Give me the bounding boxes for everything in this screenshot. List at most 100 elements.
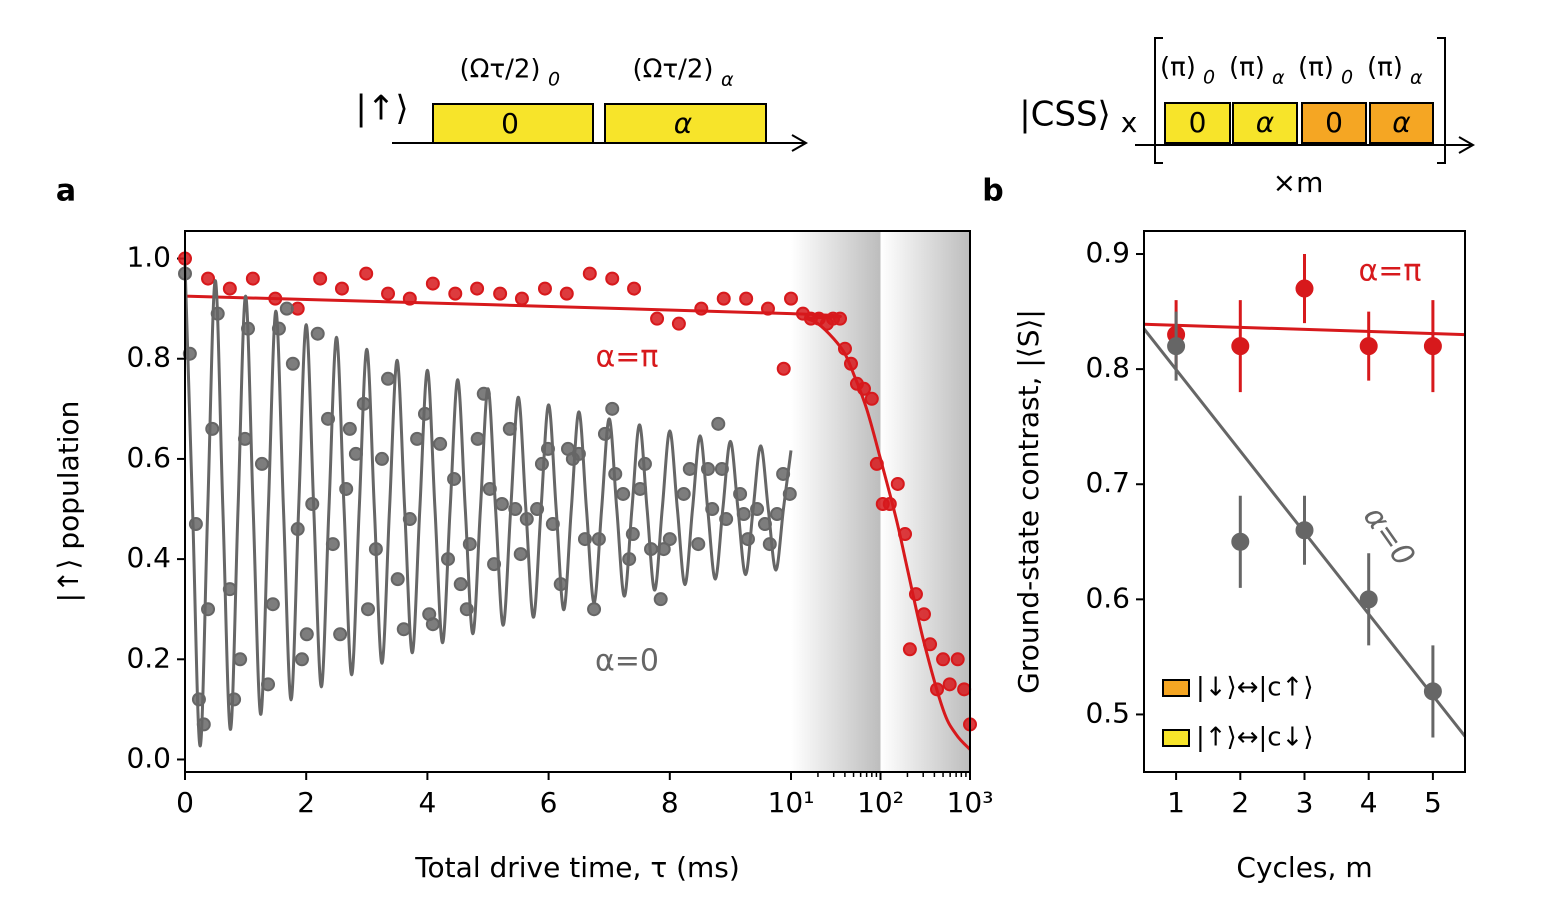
fit-line xyxy=(183,263,793,748)
data-point xyxy=(356,396,371,411)
data-point xyxy=(261,677,276,692)
data-point xyxy=(762,537,777,552)
pulse-label: 0 xyxy=(501,107,519,140)
y-tick-label: 1.0 xyxy=(126,241,171,274)
data-point xyxy=(410,431,425,446)
data-point xyxy=(605,401,620,416)
x-tick-label: 6 xyxy=(540,786,558,819)
data-point xyxy=(571,446,586,461)
data-point xyxy=(333,627,348,642)
data-point xyxy=(268,291,283,306)
data-point xyxy=(514,291,529,306)
data-point xyxy=(1359,337,1378,356)
data-point xyxy=(776,361,791,376)
data-point xyxy=(736,507,751,522)
data-point xyxy=(782,486,797,501)
data-point xyxy=(864,391,879,406)
data-point xyxy=(210,306,225,321)
data-point xyxy=(390,572,405,587)
arrow-head xyxy=(791,134,809,152)
data-point xyxy=(587,602,602,617)
data-point xyxy=(882,497,897,512)
data-point xyxy=(241,321,256,336)
pulse-angle: (Ωτ/2) xyxy=(459,55,540,85)
data-point xyxy=(957,682,972,697)
series-annotation: α=π xyxy=(596,340,659,375)
data-point xyxy=(294,652,309,667)
x-tick-label: 10² xyxy=(857,786,904,819)
plot-area xyxy=(178,251,977,751)
data-point xyxy=(513,547,528,562)
data-point xyxy=(644,542,659,557)
x-tick-label: 1 xyxy=(1167,786,1185,819)
data-point xyxy=(321,411,336,426)
pulse-label: 0 xyxy=(1325,106,1343,139)
pulse-label: α xyxy=(674,107,693,140)
data-point xyxy=(348,446,363,461)
data-point xyxy=(869,456,884,471)
data-point xyxy=(908,587,923,602)
data-point xyxy=(682,461,697,476)
data-point xyxy=(653,592,668,607)
x-axis-label: Total drive time, τ (ms) xyxy=(414,851,740,884)
data-point xyxy=(625,527,640,542)
data-point xyxy=(470,431,485,446)
data-point xyxy=(716,291,731,306)
data-point xyxy=(425,276,440,291)
data-point xyxy=(470,281,485,296)
data-point xyxy=(482,481,497,496)
pulse-box xyxy=(1164,102,1231,144)
x-tick-label: 0 xyxy=(176,786,194,819)
panel-label: b xyxy=(982,174,1003,209)
data-point xyxy=(396,622,411,637)
data-point xyxy=(368,542,383,557)
y-tick-label: 0.6 xyxy=(126,441,171,474)
y-tick-label: 0.0 xyxy=(126,741,171,774)
data-point xyxy=(453,577,468,592)
x-tick-label: 4 xyxy=(1360,786,1378,819)
data-point xyxy=(245,271,260,286)
pulse-label: α xyxy=(1392,106,1411,139)
pulse-label: α xyxy=(1256,106,1275,139)
plot-area xyxy=(1142,254,1467,738)
data-point xyxy=(196,717,211,732)
pulse-angle-sub: 0 xyxy=(548,69,560,91)
data-point xyxy=(205,421,220,436)
data-point xyxy=(425,617,440,632)
data-point xyxy=(381,371,396,386)
data-point xyxy=(1295,279,1314,298)
data-point xyxy=(233,652,248,667)
x-axis-label: Cycles, m xyxy=(1236,851,1372,884)
data-point xyxy=(191,692,206,707)
data-point xyxy=(285,356,300,371)
panel-label: a xyxy=(56,174,76,209)
data-point xyxy=(299,627,314,642)
y-tick-label: 0.4 xyxy=(126,541,171,574)
axes-frame xyxy=(184,230,971,773)
data-point xyxy=(201,602,216,617)
data-point xyxy=(843,356,858,371)
x-tick-label: 2 xyxy=(1231,786,1249,819)
data-point xyxy=(508,502,523,517)
data-point xyxy=(605,271,620,286)
data-point xyxy=(1167,337,1186,356)
data-point xyxy=(227,692,242,707)
data-point xyxy=(402,291,417,306)
legend-label: |↓⟩↔|c↑⟩ xyxy=(1196,673,1313,703)
pulse-box xyxy=(1369,102,1434,144)
data-point xyxy=(417,406,432,421)
y-tick-label: 0.6 xyxy=(1085,581,1130,614)
data-point xyxy=(902,642,917,657)
data-point xyxy=(1359,590,1378,609)
data-point xyxy=(188,517,203,532)
y-tick-label: 0.2 xyxy=(126,641,171,674)
data-point xyxy=(334,281,349,296)
data-point xyxy=(222,582,237,597)
data-point xyxy=(733,486,748,501)
data-point xyxy=(237,431,252,446)
data-point xyxy=(545,517,560,532)
y-tick-label: 0.8 xyxy=(1085,351,1130,384)
data-point xyxy=(305,497,320,512)
data-point xyxy=(750,502,765,517)
